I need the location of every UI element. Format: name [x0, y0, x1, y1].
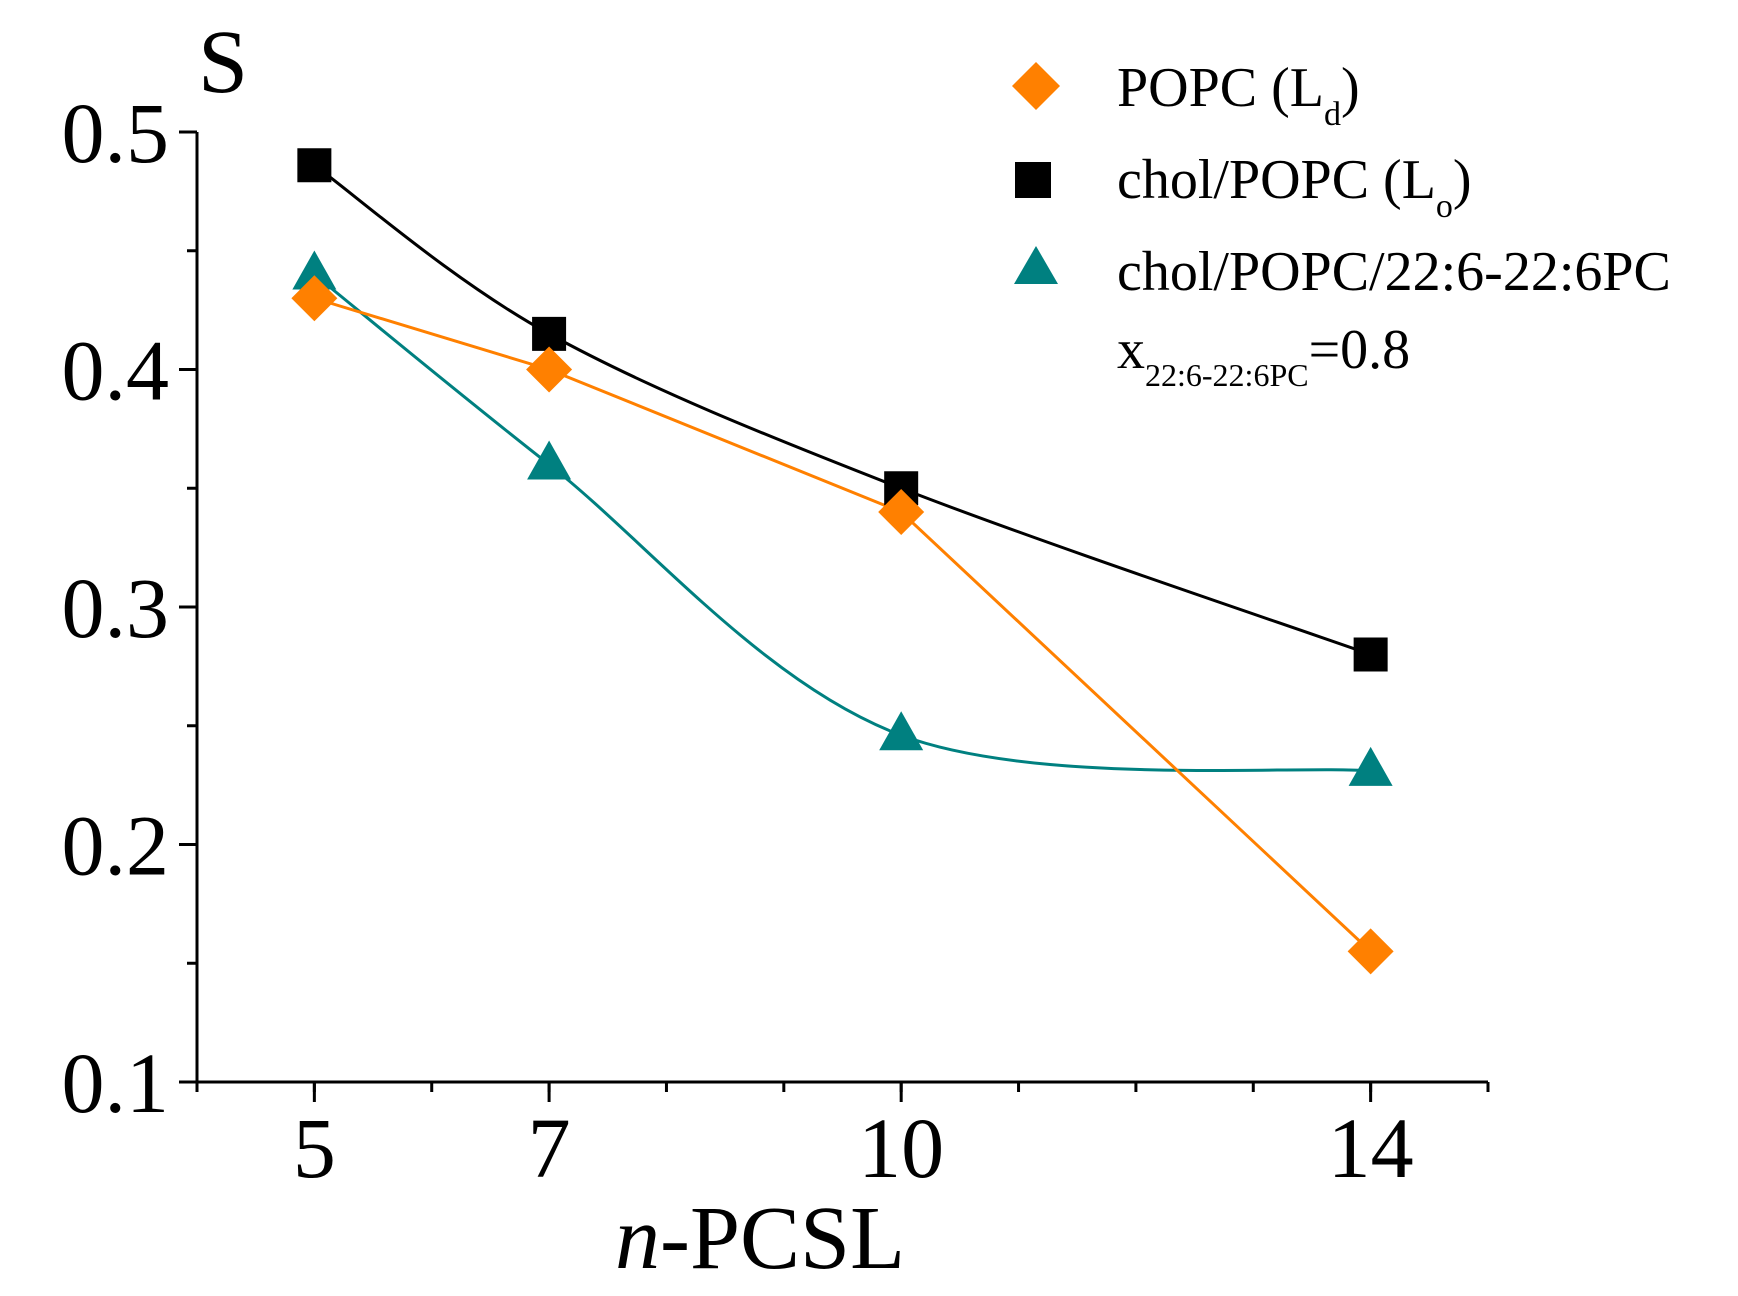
x-tick-label: 7	[528, 1100, 571, 1196]
legend-label-popc: POPC (Ld)	[1117, 57, 1360, 133]
y-tick-label: 0.2	[62, 798, 170, 894]
data-point-diamond	[526, 346, 573, 393]
legend-marker-diamond	[1012, 62, 1060, 110]
x-tick-label: 10	[858, 1100, 944, 1196]
legend-label-chol-popc-dha: chol/POPC/22:6-22:6PC	[1117, 241, 1671, 303]
y-tick-label: 0.4	[62, 323, 170, 419]
x-axis-label-italic: n	[615, 1189, 660, 1288]
data-point-triangle	[527, 440, 572, 480]
y-tick-label: 0.3	[62, 560, 170, 656]
series-markers	[291, 148, 1394, 975]
data-point-diamond	[291, 275, 338, 322]
legend-item-chol-popc-dha: chol/POPC/22:6-22:6PC	[1014, 241, 1671, 303]
y-tick-label: 0.5	[62, 85, 170, 181]
data-point-square	[297, 148, 332, 183]
data-point-diamond	[878, 489, 925, 535]
x-tick-label: 5	[293, 1100, 336, 1196]
legend-item-popc: POPC (Ld)	[1012, 57, 1360, 133]
legend-marker-square	[1015, 162, 1051, 198]
y-axis-label: S	[198, 13, 248, 112]
x-axis-label-rest: -PCSL	[660, 1189, 905, 1288]
data-point-triangle	[879, 711, 924, 751]
y-tick-label: 0.1	[62, 1035, 170, 1131]
data-point-triangle	[1348, 746, 1393, 786]
series-line-triangle	[313, 273, 1371, 773]
series-line-diamond	[313, 296, 1372, 953]
data-point-square	[532, 316, 567, 351]
data-point-square	[1353, 637, 1388, 672]
data-point-triangle	[292, 250, 337, 290]
x-tick-label: 14	[1328, 1100, 1414, 1196]
legend-item-chol-popc: chol/POPC (Lo)	[1015, 149, 1472, 225]
x-axis-label: n-PCSL	[615, 1189, 905, 1288]
series-lines	[313, 164, 1372, 953]
data-point-diamond	[1347, 928, 1394, 975]
legend-annotation: x22:6-22:6PC=0.8	[1117, 319, 1410, 393]
series-line-square	[313, 164, 1372, 656]
axes: 0.1 0.2 0.3 0.4 0.5 5 7 10 14	[62, 85, 1490, 1196]
legend: POPC (Ld) chol/POPC (Lo) chol/POPC/22:6-…	[1012, 57, 1671, 393]
legend-marker-triangle	[1014, 246, 1058, 284]
legend-label-chol-popc: chol/POPC (Lo)	[1117, 149, 1472, 225]
